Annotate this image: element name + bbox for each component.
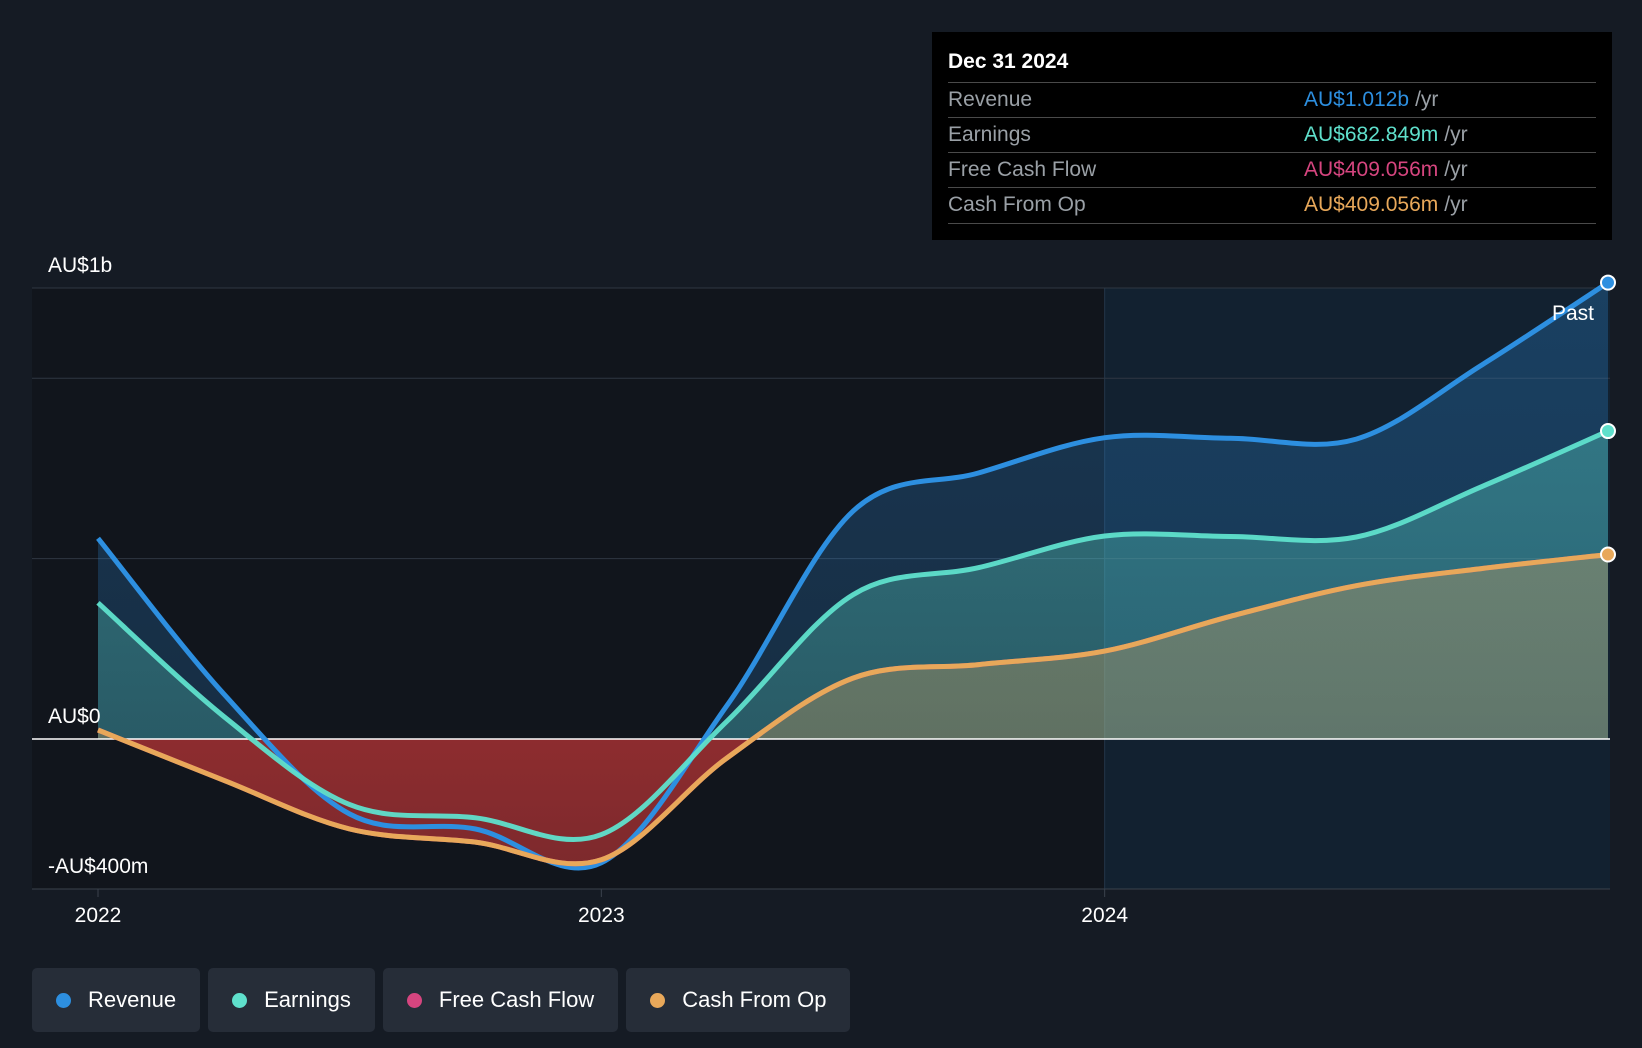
tooltip-date: Dec 31 2024 [948, 50, 1069, 73]
tooltip-row-revenue: Revenue AU$1.012b/yr [948, 82, 1596, 118]
tooltip-value-earnings: AU$682.849m [1304, 123, 1439, 146]
tooltip-value: AU$409.056m/yr [1304, 193, 1468, 217]
legend: Revenue Earnings Free Cash Flow Cash Fro… [32, 968, 851, 1032]
tooltip-panel: Dec 31 2024 Revenue AU$1.012b/yr Earning… [932, 32, 1612, 240]
tooltip-value: AU$409.056m/yr [1304, 158, 1468, 182]
tooltip-label: Earnings [948, 123, 1031, 146]
tooltip-unit: /yr [1444, 193, 1468, 216]
tooltip-unit: /yr [1444, 123, 1468, 146]
tooltip-value-free-cash-flow: AU$409.056m [1304, 158, 1439, 181]
cash-from-op-area [98, 554, 1608, 739]
tooltip-row-earnings: Earnings AU$682.849m/yr [948, 117, 1596, 153]
tooltip-label: Free Cash Flow [948, 158, 1097, 181]
tooltip-value-revenue: AU$1.012b [1304, 88, 1410, 111]
legend-item-revenue[interactable]: Revenue [32, 968, 201, 1032]
legend-label: Cash From Op [682, 987, 827, 1012]
legend-label: Earnings [264, 987, 351, 1012]
legend-label: Free Cash Flow [438, 987, 595, 1012]
y-axis-label: AU$0 [48, 705, 101, 728]
tooltip-value: AU$1.012b/yr [1304, 88, 1438, 112]
revenue-end-point [1600, 274, 1616, 291]
y-axis-label: -AU$400m [48, 855, 148, 878]
revenue-line [96, 280, 1610, 871]
tooltip-unit: /yr [1415, 88, 1439, 111]
x-tick-label: 2024 [1081, 904, 1128, 927]
free-cash-flow-dot-icon [406, 992, 422, 1008]
legend-item-free-cash-flow[interactable]: Free Cash Flow [382, 968, 619, 1032]
tooltip-unit: /yr [1444, 158, 1468, 181]
legend-label: Revenue [88, 987, 177, 1012]
tooltip-row-free-cash-flow: Free Cash Flow AU$409.056m/yr [948, 152, 1596, 188]
y-axis-label: AU$1b [48, 254, 112, 277]
earnings-line [96, 428, 1610, 843]
x-tick-label: 2022 [75, 904, 122, 927]
legend-item-earnings[interactable]: Earnings [208, 968, 375, 1032]
cash-from-op-dot-icon [650, 992, 666, 1008]
tooltip-value: AU$682.849m/yr [1304, 123, 1468, 147]
tooltip-label: Cash From Op [948, 193, 1086, 216]
tooltip-row-cash-from-op: Cash From Op AU$409.056m/yr [948, 187, 1596, 224]
tooltip-label: Revenue [948, 88, 1033, 111]
earnings-dot-icon [232, 992, 248, 1008]
x-tick-label: 2023 [578, 904, 625, 927]
earnings-end-point [1600, 423, 1616, 440]
revenue-dot-icon [56, 992, 71, 1008]
negative-area [98, 739, 1608, 864]
past-label: Past [1552, 302, 1594, 325]
cash-from-op-end-point [1600, 546, 1616, 563]
cash-from-op-line [97, 552, 1609, 867]
legend-item-cash-from-op[interactable]: Cash From Op [626, 968, 851, 1032]
tooltip-value-cash-from-op: AU$409.056m [1304, 193, 1439, 216]
